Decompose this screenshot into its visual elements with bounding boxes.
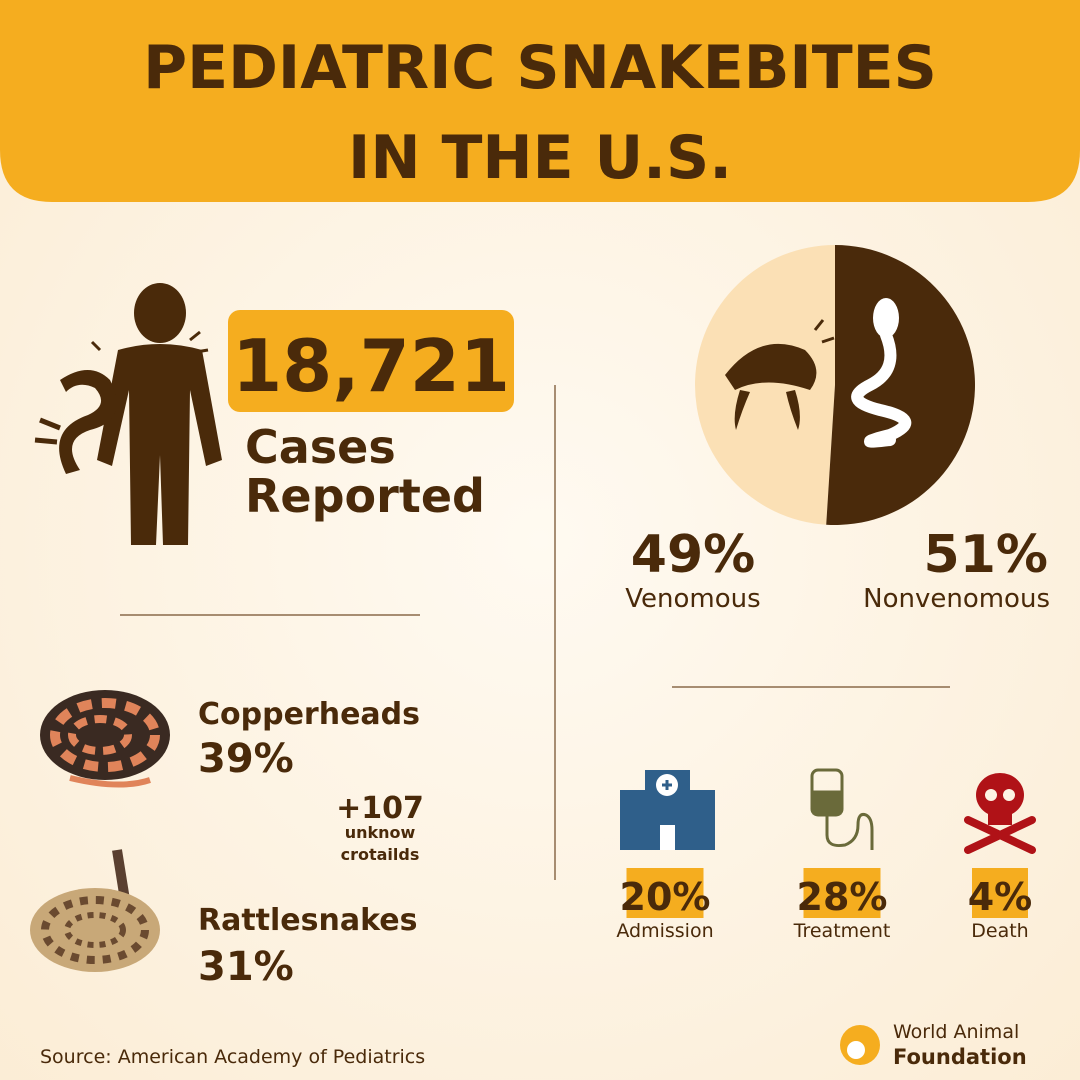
title-banner [0,0,1080,202]
copperhead-image [40,690,170,788]
percent-badge [972,868,1028,918]
species-percent: 31% [198,944,294,990]
rattlesnake-image [30,849,160,972]
nonvenomous-icon [851,298,912,448]
logo-mark [840,1025,880,1065]
pie-slice [826,245,975,525]
pie-percent: 49% [631,525,755,585]
pie-label: Nonvenomous [863,584,1050,614]
cases-badge [228,310,514,412]
pain-marks [90,330,209,354]
species-percent: 39% [198,736,294,782]
outcome-label: Admission [616,920,713,942]
logo-text: Foundation [893,1045,1027,1069]
iv-bag-icon [810,768,874,850]
logo-text: World Animal [893,1021,1019,1043]
species-name: Copperheads [198,697,420,732]
unknown-label: crotailds [341,845,420,864]
outcome-percent: 20% [620,875,711,919]
cases-label: Reported [245,469,485,523]
source: Source: American Academy of Pediatrics [40,1046,425,1068]
outcome-percent: 28% [797,875,888,919]
title-line: PEDIATRIC SNAKEBITES [143,33,937,103]
pie-slice [694,245,835,525]
outcome-label: Death [971,920,1028,942]
venomous-icon [725,319,835,430]
unknown-label: unknow [345,823,416,842]
pie: 49%Venomous 51%Nonvenomous [625,245,1050,614]
cases-number: 18,721 [232,324,510,408]
species-name: Rattlesnakes [198,903,417,938]
person-icon [34,283,222,545]
percent-badge [803,868,881,918]
outcome-percent: 4% [968,875,1033,919]
percent-badge [626,868,704,918]
cases-label: Cases [245,420,396,474]
skull-icon [964,773,1036,854]
hospital-icon [620,770,715,850]
outcomes: 20%Admission 28%Treatment 4%Death [616,868,1032,942]
unknown-number: +107 [336,791,424,826]
outcome-label: Treatment [793,920,891,942]
pie-label: Venomous [625,584,760,614]
pie-percent: 51% [924,525,1048,585]
title-line: IN THE U.S. [348,123,732,193]
